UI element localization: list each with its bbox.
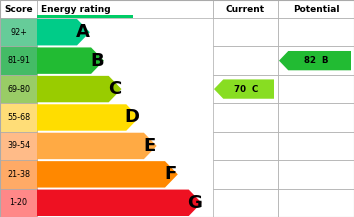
Text: B: B <box>90 52 104 70</box>
Polygon shape <box>37 19 90 45</box>
Text: E: E <box>143 137 156 155</box>
Bar <box>278 75 354 103</box>
Bar <box>0 75 37 103</box>
Bar <box>0 18 37 46</box>
Bar <box>0 189 37 217</box>
Text: 82  B: 82 B <box>304 56 329 65</box>
Bar <box>37 0 213 18</box>
Polygon shape <box>37 104 139 131</box>
Polygon shape <box>37 190 201 216</box>
Polygon shape <box>37 133 157 159</box>
Bar <box>213 0 278 18</box>
Text: 69-80: 69-80 <box>7 85 30 94</box>
Bar <box>213 132 278 160</box>
Polygon shape <box>37 161 178 187</box>
Text: G: G <box>187 194 202 212</box>
Text: C: C <box>108 80 121 98</box>
Text: 92+: 92+ <box>10 28 27 37</box>
Bar <box>213 75 278 103</box>
Polygon shape <box>37 76 121 102</box>
Bar <box>0 160 37 189</box>
Text: 70  C: 70 C <box>234 85 258 94</box>
Bar <box>0 0 37 18</box>
Text: 1-20: 1-20 <box>10 198 28 207</box>
Bar <box>0 46 37 75</box>
Text: Score: Score <box>4 5 33 13</box>
Bar <box>278 0 354 18</box>
Text: Energy rating: Energy rating <box>41 5 110 13</box>
Bar <box>213 46 278 75</box>
Bar <box>278 132 354 160</box>
Bar <box>37 15 133 18</box>
Bar <box>278 160 354 189</box>
Polygon shape <box>279 51 351 70</box>
Bar <box>278 18 354 46</box>
Bar <box>278 103 354 132</box>
Bar <box>278 189 354 217</box>
Text: F: F <box>165 165 177 183</box>
Text: 55-68: 55-68 <box>7 113 30 122</box>
Text: 81-91: 81-91 <box>7 56 30 65</box>
Text: D: D <box>125 108 139 127</box>
Bar <box>0 103 37 132</box>
Bar <box>278 46 354 75</box>
Bar <box>213 18 278 46</box>
Bar <box>213 103 278 132</box>
Text: Current: Current <box>226 5 265 13</box>
Polygon shape <box>37 48 104 74</box>
Text: 39-54: 39-54 <box>7 141 30 150</box>
Text: A: A <box>76 23 90 41</box>
Text: Potential: Potential <box>293 5 339 13</box>
Bar <box>213 189 278 217</box>
Polygon shape <box>214 79 274 99</box>
Text: 21-38: 21-38 <box>7 170 30 179</box>
Bar <box>213 160 278 189</box>
Bar <box>0 132 37 160</box>
